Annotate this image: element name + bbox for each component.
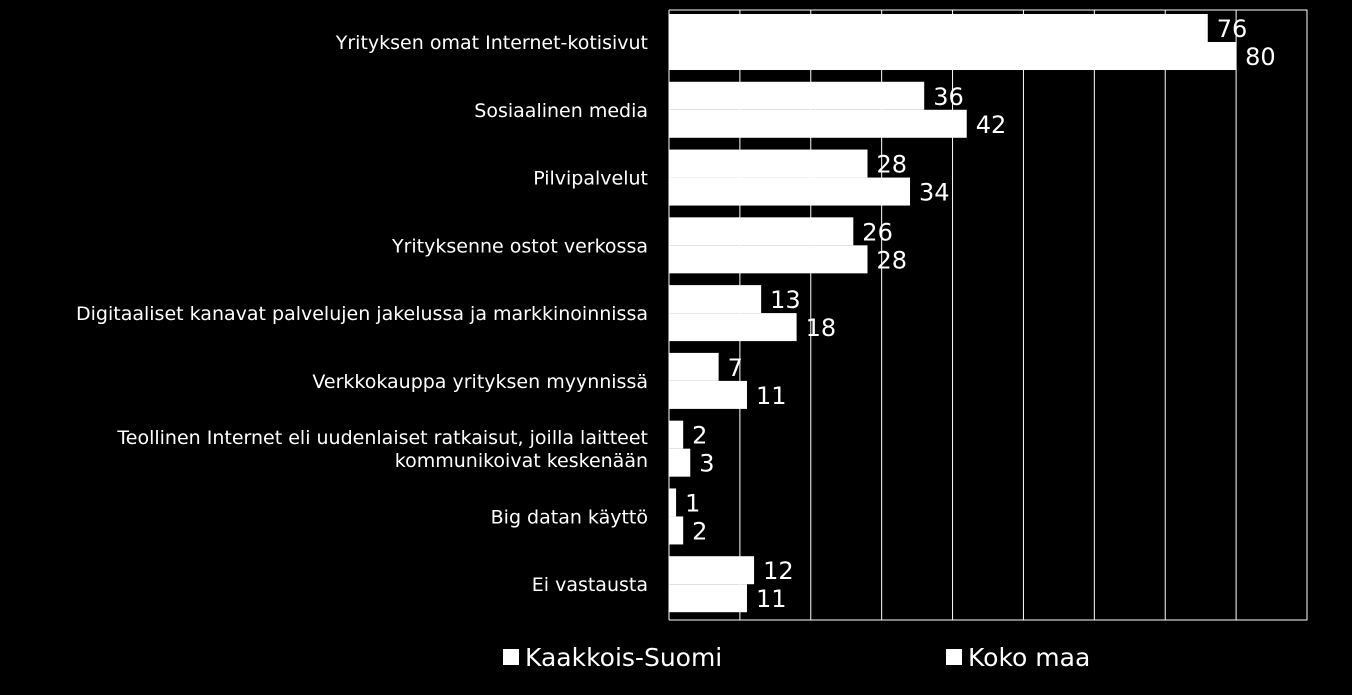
bars <box>669 14 1237 613</box>
bar-koko-maa <box>669 177 911 206</box>
data-label: 26 <box>862 218 893 246</box>
data-label: 13 <box>770 286 801 314</box>
bar-koko-maa <box>669 313 797 342</box>
bar-kaakkois-suomi <box>669 149 868 178</box>
category-label: Teollinen Internet eli uudenlaiset ratka… <box>116 427 648 449</box>
data-label: 2 <box>692 422 707 450</box>
bar-koko-maa <box>669 380 747 409</box>
bar-koko-maa <box>669 109 967 138</box>
data-label: 1 <box>685 489 700 517</box>
bar-koko-maa <box>669 448 691 477</box>
data-label: 42 <box>976 111 1007 139</box>
category-label: Verkkokauppa yrityksen myynnissä <box>312 371 648 393</box>
bar-koko-maa <box>669 245 868 274</box>
data-label: 12 <box>763 557 794 585</box>
bar-koko-maa <box>669 584 747 613</box>
data-label: 18 <box>806 314 837 342</box>
bar-koko-maa <box>669 42 1237 70</box>
legend: Kaakkois-Suomi Koko maa <box>503 643 1090 672</box>
data-label: 7 <box>728 354 743 382</box>
data-label: 11 <box>756 585 787 613</box>
bar-kaakkois-suomi <box>669 556 755 585</box>
category-labels: Yrityksen omat Internet-kotisivut Sosiaal… <box>76 32 648 596</box>
category-label: Yrityksen omat Internet-kotisivut <box>335 32 648 54</box>
category-label: Ei vastausta <box>532 574 648 596</box>
data-label: 34 <box>919 179 950 207</box>
bar-kaakkois-suomi <box>669 285 762 314</box>
data-label: 2 <box>692 517 707 545</box>
bar-kaakkois-suomi <box>669 488 677 517</box>
legend-swatch <box>503 649 519 665</box>
bar-kaakkois-suomi <box>669 352 719 381</box>
bar-kaakkois-suomi <box>669 14 1208 42</box>
category-label: Sosiaalinen media <box>474 100 648 122</box>
legend-label: Koko maa <box>968 643 1090 672</box>
category-label: Yrityksenne ostot verkossa <box>391 235 648 257</box>
bar-kaakkois-suomi <box>669 420 684 449</box>
data-label: 3 <box>699 450 714 478</box>
category-label: kommunikoivat keskenään <box>395 450 648 472</box>
category-label: Digitaaliset kanavat palvelujen jakeluss… <box>76 303 648 325</box>
data-label: 28 <box>876 151 907 179</box>
bar-kaakkois-suomi <box>669 81 925 110</box>
bar-kaakkois-suomi <box>669 217 854 246</box>
bar-koko-maa <box>669 516 684 545</box>
data-label: 28 <box>876 246 907 274</box>
legend-swatch <box>946 649 962 665</box>
legend-label: Kaakkois-Suomi <box>525 643 722 672</box>
data-label: 76 <box>1217 15 1248 43</box>
category-label: Pilvipalvelut <box>533 168 648 190</box>
data-label: 80 <box>1245 43 1276 71</box>
data-label: 36 <box>933 83 964 111</box>
data-label: 11 <box>756 382 787 410</box>
category-label: Big datan käyttö <box>491 506 648 528</box>
plot-frame <box>669 9 1308 621</box>
